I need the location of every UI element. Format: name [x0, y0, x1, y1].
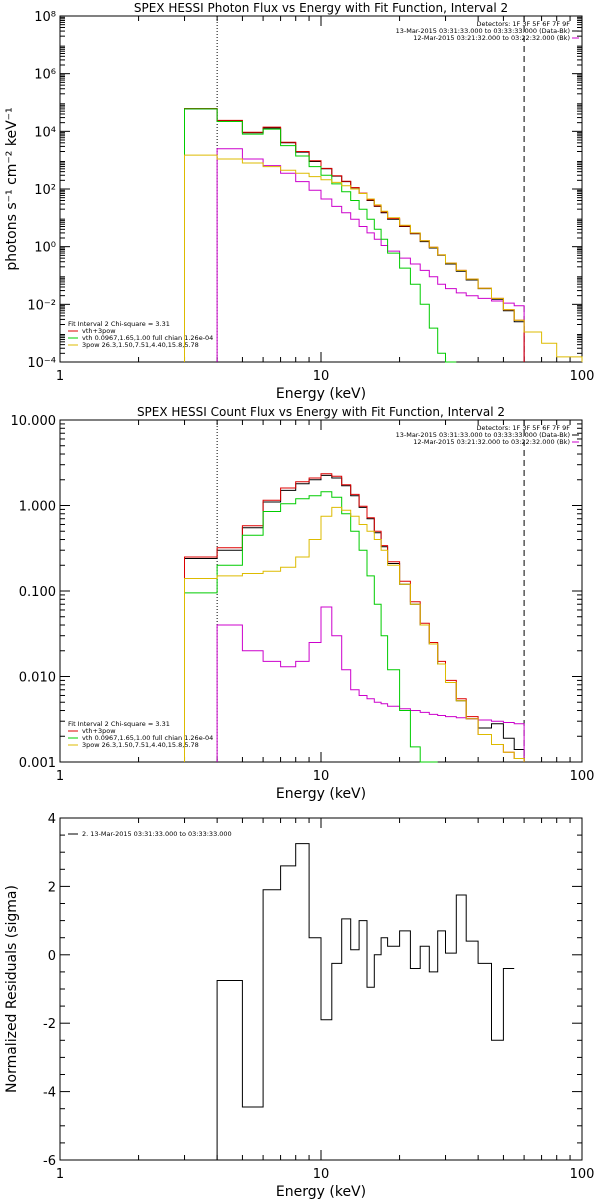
chart2-frame [59, 419, 583, 763]
chart3-ytick-label: 0 [48, 949, 56, 964]
chart3-xlabel: Energy (keV) [276, 1184, 366, 1200]
chart3-ylabel: Normalized Residuals (sigma) [4, 885, 20, 1093]
chart1-ytick-label: 10⁰ [34, 241, 56, 256]
chart1-legend-left-text: Fit Interval 2 Chi-square = 3.31 [68, 320, 170, 328]
chart3-series-residuals [216, 843, 515, 1160]
chart1-ytick-label: 10⁸ [34, 10, 56, 25]
chart1-xtick-label: 100 [570, 369, 595, 384]
chart2-legend-right-text: 13-Mar-2015 03:31:33.000 to 03:33:33.000… [396, 431, 570, 439]
chart2-xlabel: Energy (keV) [276, 786, 366, 802]
chart1-legend-left-text: 3pow 26.3,1.50,7.51,4.40,15.8,5.78 [82, 341, 199, 349]
chart3-legend-text: 2. 13-Mar-2015 03:31:33.000 to 03:33:33.… [82, 830, 232, 838]
chart2-legend-right-text: 12-Mar-2015 03:21:32.000 to 03:22:32.000… [413, 438, 570, 446]
chart2-ytick-label: 1.000 [19, 500, 56, 515]
chart1-ytick-label: 10⁻⁴ [27, 356, 56, 371]
chart3-xtick-label: 1 [56, 1167, 64, 1182]
chart2-xtick-label: 100 [570, 769, 595, 784]
chart1-legend-left-text: vth+3pow [82, 327, 116, 335]
chart2-xtick-label: 1 [56, 769, 64, 784]
chart3-xtick-label: 10 [313, 1167, 330, 1182]
chart1-ytick-label: 10² [34, 183, 56, 198]
chart1-series-vth-3pow [184, 108, 525, 362]
chart1-xtick-label: 10 [313, 369, 330, 384]
chart1-title: SPEX HESSI Photon Flux vs Energy with Fi… [134, 1, 508, 15]
chart3-xtick-label: 100 [570, 1167, 595, 1182]
chart1-series-3pow [184, 154, 583, 362]
chart2-ytick-label: 10.000 [11, 414, 57, 429]
chart3-ytick-label: 4 [48, 812, 56, 827]
chart2-ytick-label: 0.001 [19, 756, 56, 771]
chart3-ytick-label: -6 [43, 1154, 56, 1169]
chart1-xtick-label: 1 [56, 369, 64, 384]
chart1-xlabel: Energy (keV) [276, 386, 366, 402]
chart2-legend-left-text: Fit Interval 2 Chi-square = 3.31 [68, 720, 170, 728]
chart2-legend-right-text: Detectors: 1F 3F 5F 6F 7F 9F [476, 424, 570, 432]
chart1-ylabel: photons s⁻¹ cm⁻² keV⁻¹ [4, 107, 20, 270]
chart2-xtick-label: 10 [313, 769, 330, 784]
chart2-series-3pow [184, 506, 525, 762]
chart2-series-vth [184, 491, 438, 763]
chart1-series-bk [216, 148, 525, 362]
chart1-legend-right-text: 13-Mar-2015 03:31:33.000 to 03:33:33.000… [396, 27, 570, 35]
chart2-legend-left-text: vth+3pow [82, 727, 116, 735]
chart1-series-vth [184, 108, 457, 363]
chart1-ytick-label: 10⁴ [34, 125, 56, 140]
chart1-ytick-label: 10⁶ [34, 68, 56, 83]
chart2-ytick-label: 0.010 [19, 671, 56, 686]
chart2-ytick-label: 0.100 [19, 585, 56, 600]
chart2-series-vth-3pow [184, 473, 525, 762]
chart2-series-bk [216, 606, 525, 762]
chart2-title: SPEX HESSI Count Flux vs Energy with Fit… [137, 405, 505, 419]
chart3-ytick-label: -2 [43, 1017, 56, 1032]
chart1-legend-right-text: Detectors: 1F 3F 5F 6F 7F 9F [476, 20, 570, 28]
chart1-series-data-bk [184, 108, 525, 362]
chart3-ytick-label: -4 [43, 1086, 56, 1101]
chart2-legend-left-text: 3pow 26.3,1.50,7.51,4.40,15.8,5.78 [82, 741, 199, 749]
chart3-ytick-label: 2 [48, 880, 56, 895]
chart1-ytick-label: 10⁻² [27, 298, 56, 313]
chart1-legend-left-text: vth 0.0967,1.65,1.00 full chian 1.26e-04 [82, 334, 213, 342]
chart1-legend-right-text: 12-Mar-2015 03:21:32.000 to 03:22:32.000… [413, 34, 570, 42]
chart2-legend-left-text: vth 0.0967,1.65,1.00 full chian 1.26e-04 [82, 734, 213, 742]
